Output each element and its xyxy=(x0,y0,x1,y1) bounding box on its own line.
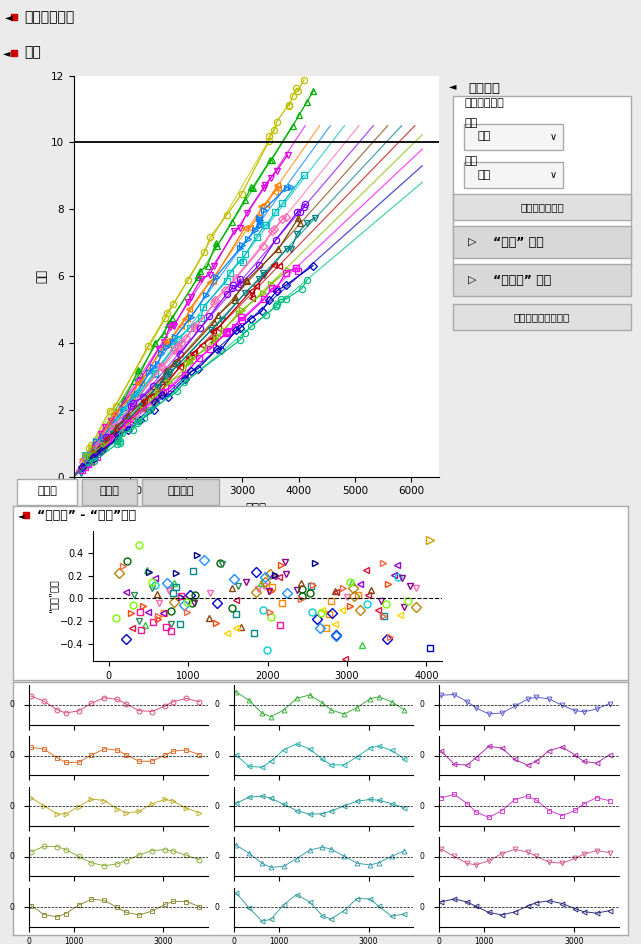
Text: ▷: ▷ xyxy=(468,237,477,247)
Text: 0: 0 xyxy=(10,852,15,861)
FancyBboxPatch shape xyxy=(81,479,137,504)
Text: 逆预测: 逆预测 xyxy=(99,486,119,496)
FancyBboxPatch shape xyxy=(453,194,631,220)
FancyBboxPatch shape xyxy=(453,264,631,296)
Text: 0: 0 xyxy=(420,751,425,760)
X-axis label: 小时数: 小时数 xyxy=(246,502,267,515)
Text: 0: 0 xyxy=(215,902,220,912)
Text: 简单线性路径: 简单线性路径 xyxy=(464,97,504,108)
Y-axis label: 电流: 电流 xyxy=(35,269,48,283)
Text: ◄: ◄ xyxy=(18,511,24,520)
FancyBboxPatch shape xyxy=(453,304,631,330)
FancyBboxPatch shape xyxy=(464,161,563,188)
Text: 截距: 截距 xyxy=(464,118,478,127)
Text: ◄: ◄ xyxy=(5,12,13,23)
Text: 0: 0 xyxy=(215,801,220,811)
Text: 模型规格: 模型规格 xyxy=(468,81,500,94)
Text: 生成当前模型的报表: 生成当前模型的报表 xyxy=(514,312,570,322)
Text: 0: 0 xyxy=(10,801,15,811)
FancyBboxPatch shape xyxy=(142,479,219,504)
Text: 斜率: 斜率 xyxy=(464,156,478,166)
Text: 0: 0 xyxy=(420,902,425,912)
Y-axis label: “电流”残差: “电流”残差 xyxy=(48,579,58,613)
Text: 退化数据分析: 退化数据分析 xyxy=(24,10,74,25)
Text: “电流” 变换: “电流” 变换 xyxy=(493,235,544,248)
Text: 0: 0 xyxy=(215,751,220,760)
X-axis label: 小时数: 小时数 xyxy=(258,686,278,696)
Text: 0: 0 xyxy=(420,700,425,710)
Text: 残差图: 残差图 xyxy=(37,486,57,496)
Text: 0: 0 xyxy=(215,852,220,861)
Text: ∨: ∨ xyxy=(549,170,556,179)
Text: 0: 0 xyxy=(10,700,15,710)
Text: ∨: ∨ xyxy=(549,131,556,142)
Text: ▷: ▷ xyxy=(468,275,477,285)
Text: 预测图形: 预测图形 xyxy=(167,486,194,496)
FancyBboxPatch shape xyxy=(453,226,631,258)
FancyBboxPatch shape xyxy=(453,95,631,268)
Text: “小时数” - “电流”残差: “小时数” - “电流”残差 xyxy=(37,509,137,522)
FancyBboxPatch shape xyxy=(464,124,563,150)
Text: “小时数” 变换: “小时数” 变换 xyxy=(493,274,551,287)
Text: 0: 0 xyxy=(420,801,425,811)
Text: 0: 0 xyxy=(215,700,220,710)
Text: ◄: ◄ xyxy=(449,81,457,92)
Text: 0: 0 xyxy=(420,852,425,861)
Text: 叠加: 叠加 xyxy=(24,45,41,59)
Text: 不同: 不同 xyxy=(478,131,491,142)
Text: ◄: ◄ xyxy=(3,47,11,58)
Text: 0: 0 xyxy=(10,751,15,760)
FancyBboxPatch shape xyxy=(17,479,78,504)
Text: 0: 0 xyxy=(10,902,15,912)
Text: 将轴重置为线性: 将轴重置为线性 xyxy=(520,202,564,211)
Text: 不同: 不同 xyxy=(478,170,491,179)
